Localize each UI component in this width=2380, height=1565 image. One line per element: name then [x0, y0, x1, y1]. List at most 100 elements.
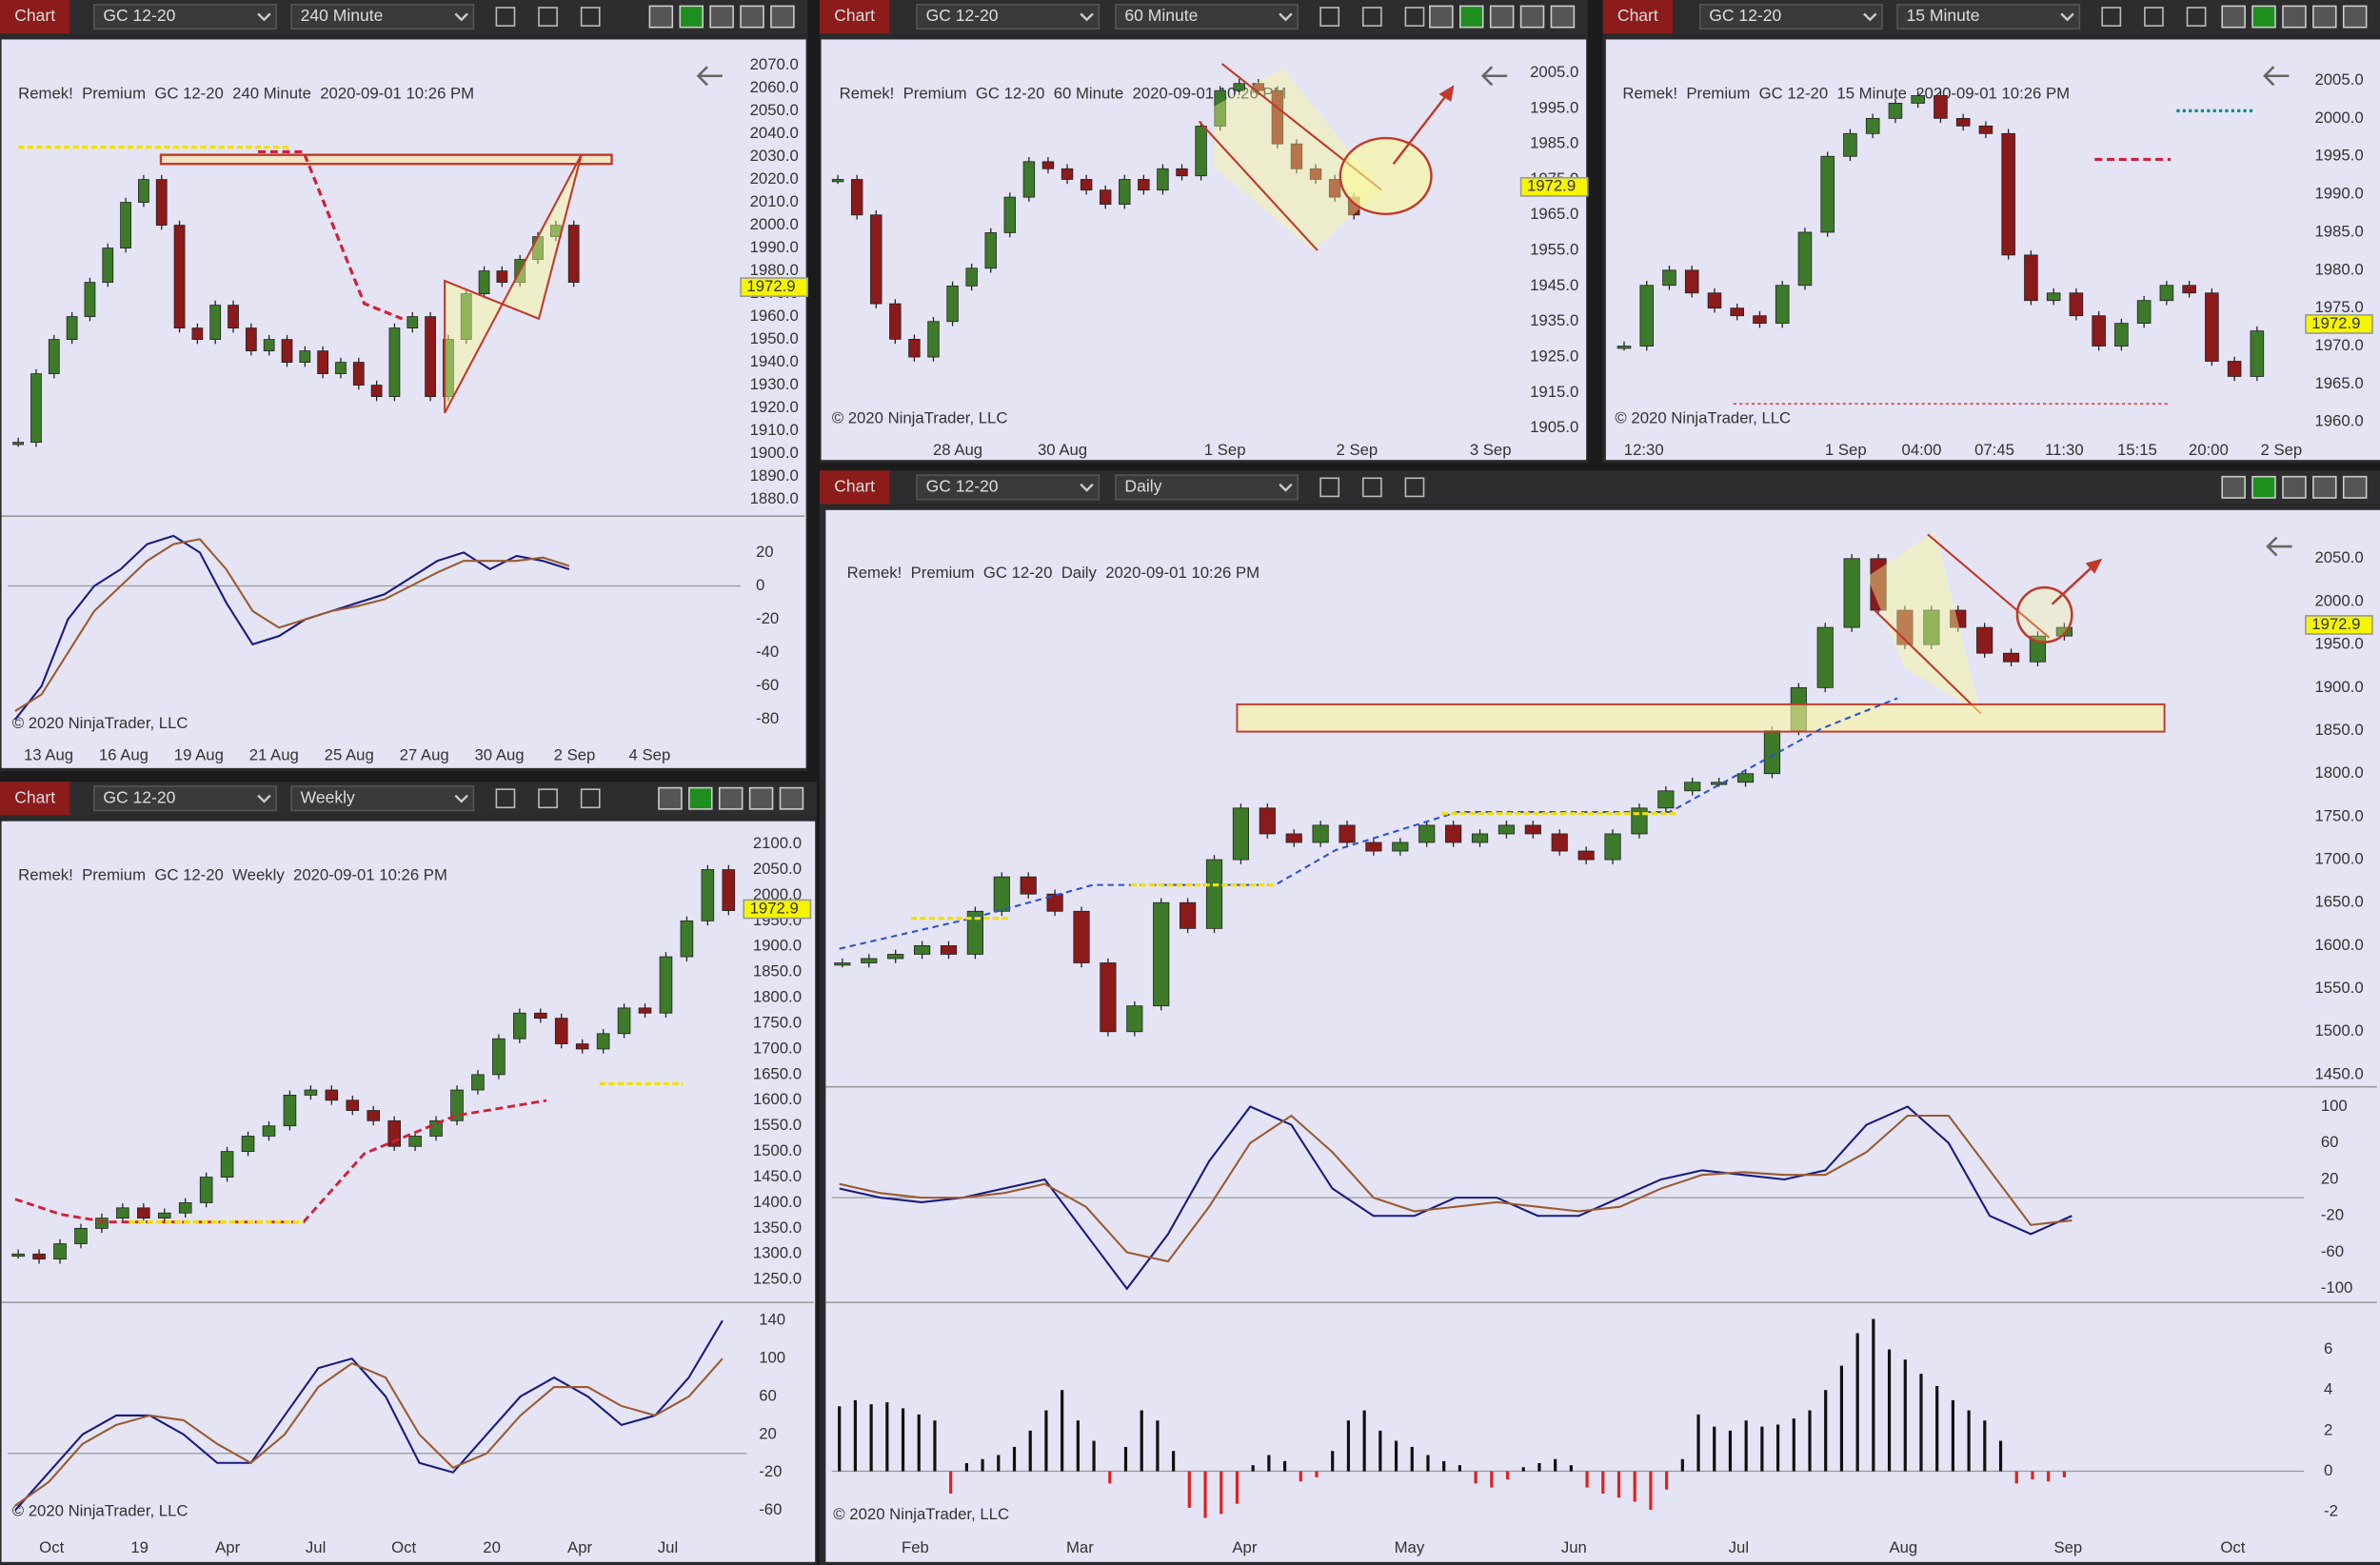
toolbar-icon[interactable]	[1361, 7, 1382, 27]
window-button[interactable]	[779, 786, 804, 810]
interval-dropdown-label[interactable]: Daily	[1124, 476, 1161, 495]
window-button[interactable]	[1550, 5, 1576, 29]
price-tick-label: 1850.0	[753, 962, 802, 981]
dropdown-chevron[interactable]	[2060, 12, 2074, 22]
interval-dropdown[interactable]	[1115, 3, 1299, 30]
interval-dropdown[interactable]	[1115, 474, 1299, 501]
dropdown-chevron[interactable]	[1080, 12, 1094, 22]
window-button[interactable]	[748, 786, 774, 810]
window-button[interactable]	[718, 786, 744, 810]
toolbar-icon[interactable]	[538, 788, 558, 809]
toolbar-icon[interactable]	[1404, 477, 1425, 498]
trend-line	[1874, 609, 1982, 715]
window-button[interactable]	[2342, 5, 2368, 29]
candle	[1339, 824, 1356, 843]
instrument-dropdown-label[interactable]: GC 12-20	[1709, 6, 1781, 25]
chart-tab-label[interactable]: Chart	[14, 787, 55, 806]
histogram-bar	[2031, 1471, 2034, 1480]
window-button[interactable]	[1519, 5, 1545, 29]
window-button[interactable]	[2251, 475, 2276, 499]
window-button[interactable]	[1489, 5, 1515, 29]
window-button[interactable]	[2312, 475, 2337, 499]
chart-tab-label[interactable]: Chart	[834, 6, 875, 25]
dropdown-chevron[interactable]	[1279, 12, 1293, 22]
chart-area	[821, 39, 1587, 461]
dropdown-chevron[interactable]	[454, 12, 468, 22]
instrument-dropdown-label[interactable]: GC 12-20	[103, 6, 175, 25]
dropdown-chevron[interactable]	[454, 794, 468, 803]
oscillator-line	[839, 1114, 2073, 1263]
interval-dropdown[interactable]	[1896, 3, 2081, 30]
window-button[interactable]	[2221, 5, 2246, 29]
x-tick-label: 20	[483, 1538, 501, 1556]
toolbar-icon[interactable]	[2186, 7, 2207, 27]
interval-dropdown[interactable]	[290, 3, 475, 30]
histogram-bar	[901, 1408, 905, 1472]
window-button[interactable]	[770, 5, 795, 29]
interval-dropdown-label[interactable]: 240 Minute	[301, 6, 384, 25]
chart-tab[interactable]	[819, 0, 890, 34]
window-button[interactable]	[1459, 5, 1484, 29]
window-button[interactable]	[2282, 475, 2307, 499]
window-button[interactable]	[740, 5, 764, 29]
candle	[102, 248, 114, 283]
window-button[interactable]	[679, 5, 704, 29]
window-button[interactable]	[688, 786, 713, 810]
toolbar-icon[interactable]	[495, 7, 516, 27]
chart-tab-label[interactable]: Chart	[834, 476, 875, 495]
window-button[interactable]	[2282, 5, 2307, 29]
toolbar-icon[interactable]	[580, 7, 601, 27]
x-tick-label: Jul	[658, 1538, 678, 1556]
chart-tab-label[interactable]: Chart	[14, 6, 55, 25]
window-button[interactable]	[2312, 5, 2337, 29]
instrument-dropdown[interactable]	[916, 3, 1101, 30]
interval-dropdown-label[interactable]: Weekly	[301, 787, 355, 806]
window-button[interactable]	[2221, 475, 2246, 499]
dropdown-chevron[interactable]	[1863, 12, 1877, 22]
window-button[interactable]	[2342, 475, 2368, 499]
chart-tab[interactable]	[1602, 0, 1674, 34]
instrument-dropdown-label[interactable]: GC 12-20	[926, 6, 999, 25]
instrument-dropdown[interactable]	[93, 785, 277, 812]
toolbar-icon[interactable]	[580, 788, 601, 809]
chart-tab[interactable]	[819, 470, 890, 505]
back-arrow[interactable]	[1480, 66, 1508, 87]
toolbar-icon[interactable]	[1361, 477, 1382, 498]
histogram-bar	[981, 1458, 984, 1472]
window-button[interactable]	[2251, 5, 2276, 29]
instrument-dropdown-label[interactable]: GC 12-20	[103, 787, 175, 806]
toolbar-icon[interactable]	[1319, 477, 1340, 498]
toolbar-icon[interactable]	[1319, 7, 1340, 27]
instrument-dropdown-label[interactable]: GC 12-20	[926, 476, 999, 495]
dropdown-chevron[interactable]	[257, 794, 271, 803]
candle	[1041, 161, 1055, 169]
instrument-dropdown[interactable]	[93, 3, 277, 30]
toolbar-icon[interactable]	[538, 7, 558, 27]
toolbar-icon[interactable]	[1404, 7, 1425, 27]
interval-dropdown-label[interactable]: 15 Minute	[1907, 6, 1980, 25]
back-arrow[interactable]	[696, 66, 723, 87]
dropdown-chevron[interactable]	[257, 12, 271, 22]
window-button[interactable]	[658, 786, 683, 810]
back-arrow[interactable]	[2263, 66, 2290, 87]
instrument-dropdown[interactable]	[1698, 3, 1883, 30]
chart-tab[interactable]	[0, 782, 70, 816]
candle	[1551, 833, 1568, 852]
dropdown-chevron[interactable]	[1279, 483, 1293, 492]
window-button[interactable]	[709, 5, 734, 29]
toolbar-icon[interactable]	[2101, 7, 2122, 27]
histogram-bar	[1728, 1430, 1733, 1472]
back-arrow[interactable]	[2266, 536, 2292, 557]
interval-dropdown-label[interactable]: 60 Minute	[1124, 6, 1198, 25]
window-button[interactable]	[1429, 5, 1454, 29]
instrument-dropdown[interactable]	[916, 474, 1101, 501]
toolbar-icon[interactable]	[2144, 7, 2164, 27]
candle	[993, 876, 1010, 912]
chart-tab[interactable]	[0, 0, 70, 34]
dropdown-chevron[interactable]	[1080, 483, 1094, 492]
chart-tab-label[interactable]: Chart	[1617, 6, 1658, 25]
interval-dropdown[interactable]	[290, 785, 475, 812]
window-button[interactable]	[648, 5, 674, 29]
toolbar-icon[interactable]	[495, 788, 516, 809]
candle	[927, 321, 940, 358]
